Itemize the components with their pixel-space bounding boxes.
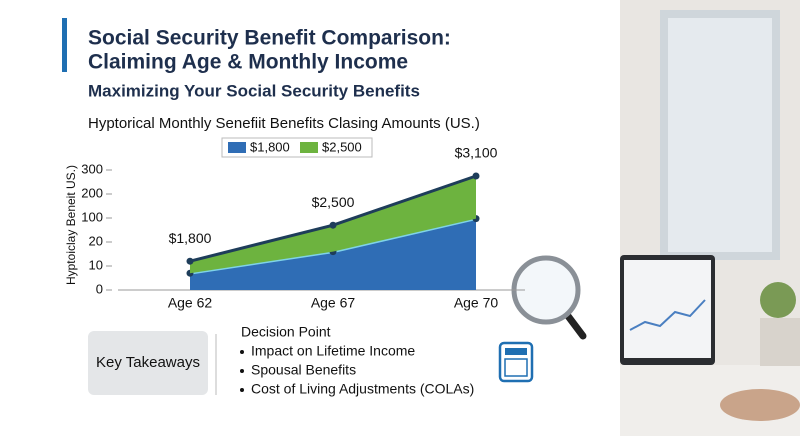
legend-swatch <box>300 142 318 153</box>
photo <box>620 0 800 436</box>
accent-bar <box>62 18 67 72</box>
bullet-dot <box>240 350 244 354</box>
plant <box>760 282 796 318</box>
x-tick-label: Age 67 <box>311 295 356 311</box>
y-tick-label: 100 <box>81 209 103 224</box>
x-tick-label: Age 70 <box>454 295 499 311</box>
legend-label: $2,500 <box>322 139 362 154</box>
calculator <box>498 341 534 383</box>
calculator-keys <box>504 358 528 377</box>
point <box>186 257 194 265</box>
y-tick-label: 10 <box>89 257 103 272</box>
calculator-body <box>498 341 534 383</box>
calculator-screen <box>505 348 527 355</box>
subtitle: Maximizing Your Social Security Benefits <box>88 81 420 100</box>
takeaways-box <box>88 331 208 395</box>
magnifier-handle <box>564 312 587 340</box>
point <box>472 172 480 180</box>
title: Social Security Benefit Comparison: <box>88 27 451 50</box>
plant-pot <box>760 318 800 366</box>
annotation: $1,800 <box>169 230 212 246</box>
bullet-dot <box>240 388 244 392</box>
y-tick-label: 0 <box>96 281 103 296</box>
y-tick-label: 200 <box>81 185 103 200</box>
area <box>190 176 476 274</box>
y-tick-label: 300 <box>81 161 103 176</box>
bullet-dot <box>240 369 244 373</box>
screen-chart <box>629 299 706 331</box>
bullet: Impact on Lifetime Income <box>251 343 415 359</box>
monitor-screen <box>624 260 711 358</box>
annotation: $2,500 <box>312 194 355 210</box>
hand <box>720 389 800 421</box>
chart-title: Hyptorical Monthly Senefiit Benefits Cla… <box>88 115 480 132</box>
legend-box <box>221 137 373 158</box>
window-glass <box>668 18 772 252</box>
legend-swatch <box>228 142 246 153</box>
x-tick-label: Age 62 <box>168 295 213 311</box>
title: Claiming Age & Monthly Income <box>88 51 408 74</box>
y-axis-label: Hyptoiclay Beneit US.) <box>64 165 78 285</box>
legend-label: $1,800 <box>250 139 290 154</box>
point <box>329 221 337 229</box>
takeaways-label: Key Takeaways <box>96 354 200 371</box>
bullet: Cost of Living Adjustments (COLAs) <box>251 381 474 397</box>
bullet: Spousal Benefits <box>251 362 356 378</box>
y-tick-label: 20 <box>89 233 103 248</box>
decision-heading: Decision Point <box>241 324 331 340</box>
annotation: $3,100 <box>455 145 498 161</box>
